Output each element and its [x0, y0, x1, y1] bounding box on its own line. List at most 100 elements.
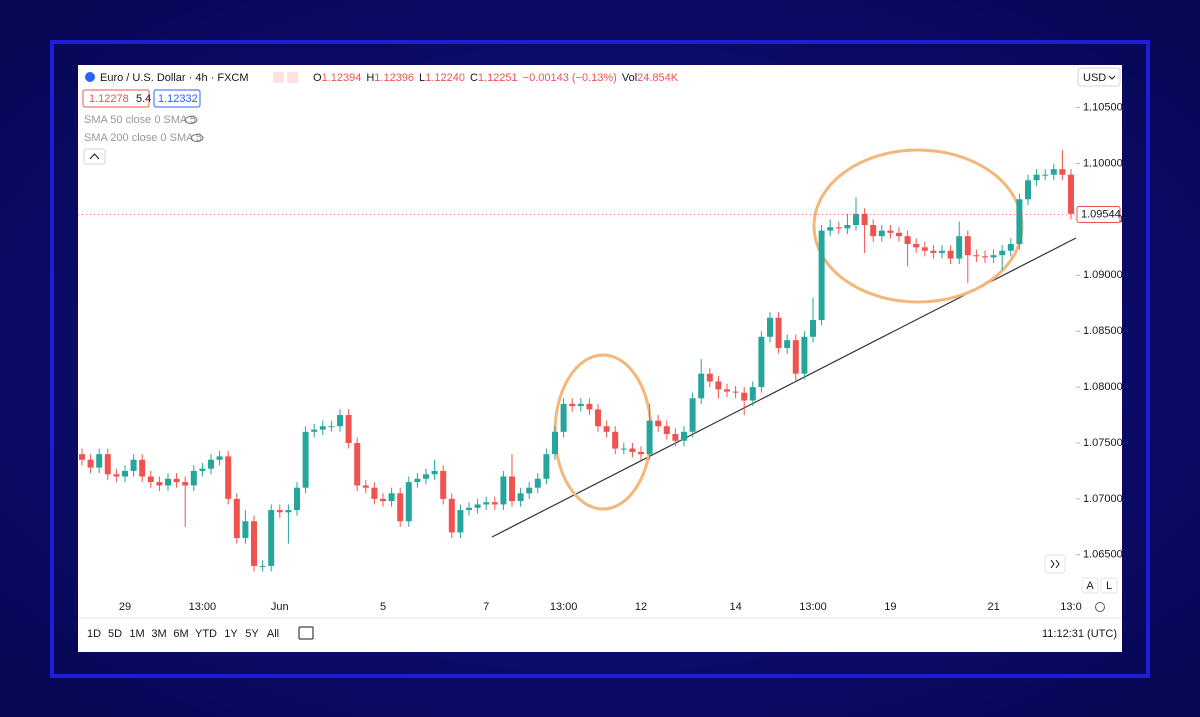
range-button[interactable]: 1Y [224, 628, 238, 640]
candle-body [405, 482, 412, 522]
ohlc-key: O [313, 72, 322, 84]
icon [287, 72, 298, 83]
candle-body [663, 426, 670, 435]
ohlc-value: 1.12251 [478, 72, 518, 84]
change: −0.00143 (−0.13%) [523, 72, 617, 84]
candle-body [921, 247, 928, 251]
candle-body [87, 459, 94, 468]
candle-body [517, 493, 524, 502]
candle-body [242, 521, 249, 538]
y-tick-label: 1.07500 [1083, 437, 1123, 449]
candle-body [190, 470, 197, 486]
candle-body [380, 498, 386, 502]
y-tick-label: 1.10000 [1083, 157, 1123, 169]
currency-button[interactable] [1077, 67, 1121, 87]
indicator-label: SMA 200 close 0 SMA 5 [84, 132, 202, 144]
candle-body [1068, 174, 1074, 214]
scale-button[interactable] [1081, 577, 1099, 594]
range-button[interactable]: 1M [129, 628, 144, 640]
candle-body [311, 429, 318, 432]
candle-body [982, 256, 988, 258]
icon [273, 72, 284, 83]
frame [50, 40, 1150, 678]
scale-button[interactable] [1100, 577, 1118, 594]
candle-body [990, 255, 997, 258]
candle-body [337, 415, 343, 427]
y-tick-label: 1.07000 [1083, 493, 1123, 505]
ask-price: 1.12332 [158, 93, 198, 105]
candle-body [801, 336, 808, 374]
candle-body [689, 398, 696, 432]
calendar-icon[interactable] [298, 626, 314, 640]
ask-box [153, 89, 201, 108]
ohlc-value: 1.12396 [374, 72, 414, 84]
range-button[interactable]: 5Y [245, 628, 259, 640]
chevron [1108, 75, 1116, 80]
y-tick-label: 1.08000 [1083, 381, 1123, 393]
candle-body [595, 409, 601, 427]
candle-body [818, 230, 825, 321]
candle-body [947, 250, 954, 259]
settings-icon[interactable] [1095, 602, 1105, 612]
candle-body [724, 389, 730, 392]
range-button[interactable]: YTD [195, 628, 217, 640]
candle-body [526, 487, 533, 494]
volume-key: Vol [622, 72, 637, 84]
candle-body [388, 493, 395, 502]
candle-body [1050, 169, 1057, 175]
hide-icon[interactable] [190, 134, 204, 142]
candle-body [96, 454, 103, 468]
candle-body [913, 244, 920, 248]
ohlc-values: O1.12394 H1.12396 L1.12240 C1.12251 −0.00143… [313, 72, 679, 84]
candle-body [294, 487, 300, 511]
range-button[interactable]: All [267, 628, 279, 640]
candle-body [466, 507, 472, 511]
candle-body [620, 448, 627, 450]
candle-body [251, 521, 257, 566]
candle-body [973, 255, 980, 257]
candle-body [500, 476, 507, 505]
candle-body [491, 502, 498, 505]
range-button[interactable]: 5D [108, 628, 122, 640]
x-tick-label: 12 [635, 601, 647, 613]
candle-body [440, 470, 447, 499]
candle-body [715, 381, 722, 390]
y-tick-label: 1.08500 [1083, 325, 1123, 337]
x-tick-label: 13:00 [799, 601, 827, 613]
candle-body [853, 213, 859, 226]
candle-body [681, 431, 687, 441]
range-button[interactable]: 6M [173, 628, 188, 640]
candle-body [1007, 244, 1014, 251]
scale-log[interactable]: L [1106, 580, 1112, 592]
range-button[interactable]: 3M [151, 628, 166, 640]
collapse-button[interactable] [83, 148, 106, 165]
indicator-label: SMA 50 close 0 SMA 5 [84, 114, 196, 126]
candle-body [1059, 169, 1066, 175]
icon [1050, 559, 1060, 569]
candle-body [560, 403, 567, 432]
candle-body [956, 236, 963, 259]
symbol-title: Euro / U.S. Dollar · 4h · FXCM [100, 72, 249, 84]
candle-body [638, 451, 644, 455]
candle-body [285, 510, 292, 513]
last-price-label: 1.09544 [1081, 208, 1121, 220]
candle-body [552, 431, 558, 455]
candle-body [302, 431, 309, 488]
candle-body [603, 426, 610, 432]
hide-icon[interactable] [184, 116, 198, 124]
range-button[interactable]: 1D [87, 628, 101, 640]
candle-body [474, 504, 481, 508]
x-tick-label: 21 [987, 601, 999, 613]
candle-body [569, 403, 576, 407]
candle-body [345, 415, 352, 443]
candle-body [870, 225, 877, 237]
x-tick-label: 5 [380, 601, 386, 613]
scroll-button[interactable] [1044, 554, 1066, 574]
candle-body [1042, 174, 1049, 176]
candle-body [276, 510, 283, 513]
candle-body [216, 456, 223, 460]
candle-body [655, 420, 662, 427]
candle-body [586, 403, 593, 410]
scale-auto[interactable]: A [1086, 580, 1094, 592]
candle-body [939, 250, 945, 253]
